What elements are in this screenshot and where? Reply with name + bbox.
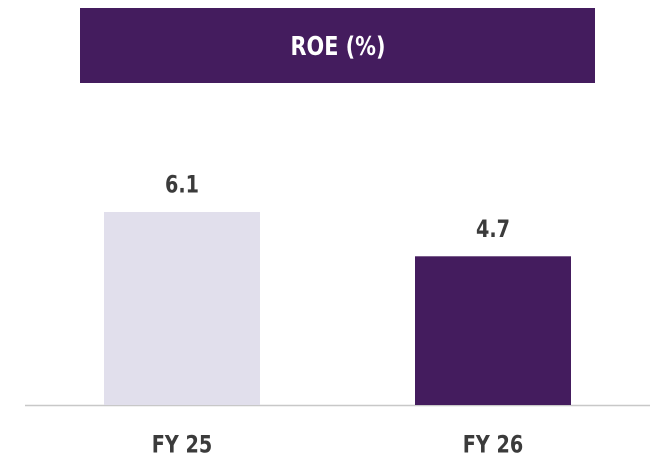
bar (104, 212, 260, 405)
bar (415, 256, 571, 405)
value-label: 4.7 (476, 216, 510, 244)
x-tick-label: FY 25 (152, 432, 212, 460)
chart-title: ROE (%) (291, 31, 386, 62)
title-banner (80, 8, 595, 83)
x-tick-label: FY 26 (463, 432, 523, 460)
value-label: 6.1 (165, 172, 199, 200)
